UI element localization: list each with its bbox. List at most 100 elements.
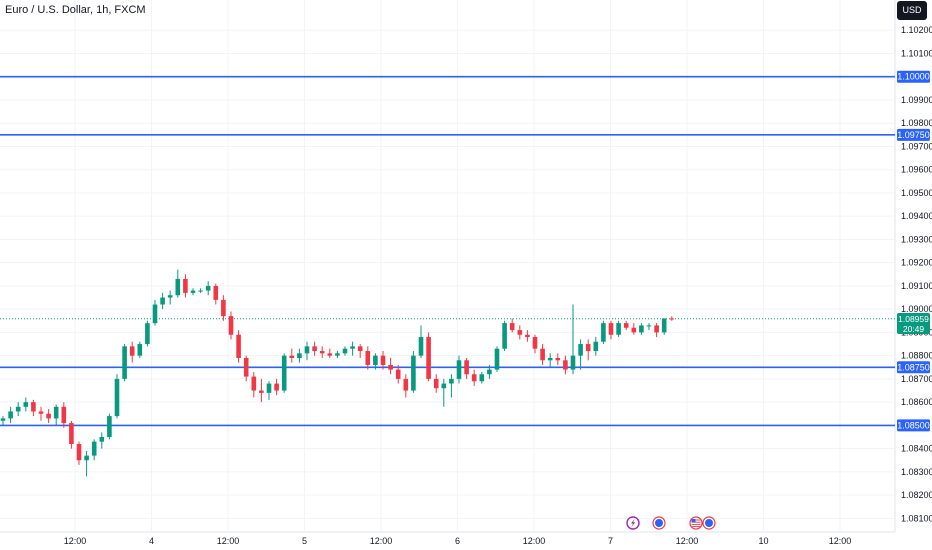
candle-body [403,378,409,391]
candle-body [502,323,507,349]
candle [570,304,576,375]
candle-body [167,295,173,298]
candle [23,397,29,412]
level-price-badge [897,419,930,432]
candle-body [312,346,317,352]
candle-body [228,316,234,335]
candle [15,402,21,417]
price-tick-label: 1.10200 [901,25,932,35]
candles [0,269,675,477]
candle [221,295,226,321]
candle-body [456,360,462,379]
candle [509,318,515,333]
candle [236,330,241,363]
candle [31,399,36,417]
candle-body [76,443,82,461]
time-tick-label: 12:00 [64,536,87,546]
candle [532,334,538,354]
candle-body [304,346,310,354]
candle [107,413,112,440]
candle-body [646,325,652,327]
candle-body [555,357,561,361]
candle-body [266,383,272,393]
candle [357,344,363,358]
candle-body [350,346,355,349]
price-tick-label: 1.09800 [901,118,932,128]
candle-body [281,355,287,391]
candle-body [205,285,211,291]
candle [373,353,378,370]
candle [593,337,599,356]
level-price-label: 1.08500 [897,420,930,430]
candle [281,353,287,393]
candle [403,374,409,398]
candle [122,344,127,382]
candle-body [373,355,378,365]
candle-body [198,290,203,292]
candle-body [509,323,515,331]
candle-body [570,355,576,370]
candle [342,346,348,356]
horizontal-levels[interactable]: 1.10000 1.09750 1.08750 1.08500 [0,70,930,432]
candle [304,341,310,361]
price-tick-label: 1.08200 [901,490,932,500]
event-dot-icon[interactable] [652,516,666,530]
level-price-badge [897,128,930,141]
candle [274,378,279,396]
lightning-icon[interactable] [626,516,640,530]
candle-body [15,406,21,412]
candle [198,288,203,293]
candle-body [160,297,165,305]
time-tick-label: 4 [149,536,154,546]
price-axis[interactable]: 1.08100 1.08200 1.08300 1.08400 1.08600 1.087… [901,25,932,523]
candle-body [107,416,112,438]
candle [487,364,492,379]
candle-body [395,369,401,379]
level-price-badge [897,70,930,83]
candle-body [190,290,196,293]
price-tick-label: 1.09900 [901,95,932,105]
candle [563,355,568,375]
candle-body [183,278,188,293]
candle [46,409,51,424]
candle [61,402,67,428]
candle [205,281,211,296]
price-tick-label: 1.09000 [901,304,932,314]
candle [426,332,431,382]
candle [365,346,371,370]
candle [517,325,523,340]
candle [395,364,401,384]
candle-body [388,364,393,370]
candle-body [243,357,249,377]
candle [228,311,234,340]
candle-body [23,402,29,407]
candle [213,283,219,305]
candle [327,348,333,358]
time-axis[interactable]: 12:00 4 12:00 5 12:00 6 12:00 7 12:00 10 12:00 [64,536,852,546]
candle [623,320,629,331]
candle-body [563,360,568,370]
candle [456,355,462,384]
candle-body [365,351,371,365]
candle-body [380,355,386,365]
candle [84,450,89,477]
candle-body [418,337,424,356]
candle-body [357,346,363,352]
candle-body [137,344,143,356]
candle [145,320,150,347]
candle-body [274,383,279,391]
candle [129,341,135,363]
candle-body [547,357,553,361]
currency-button[interactable]: USD [897,1,927,20]
candle-body [46,413,51,419]
candle-body [411,355,416,391]
event-icons[interactable] [626,516,716,530]
candle [380,351,386,370]
price-tick-label: 1.08600 [901,397,932,407]
us-flag-icon[interactable] [689,516,703,530]
grid [0,0,896,533]
time-tick-label: 6 [455,536,460,546]
candle [471,369,477,386]
event-dot-icon[interactable] [702,516,716,530]
